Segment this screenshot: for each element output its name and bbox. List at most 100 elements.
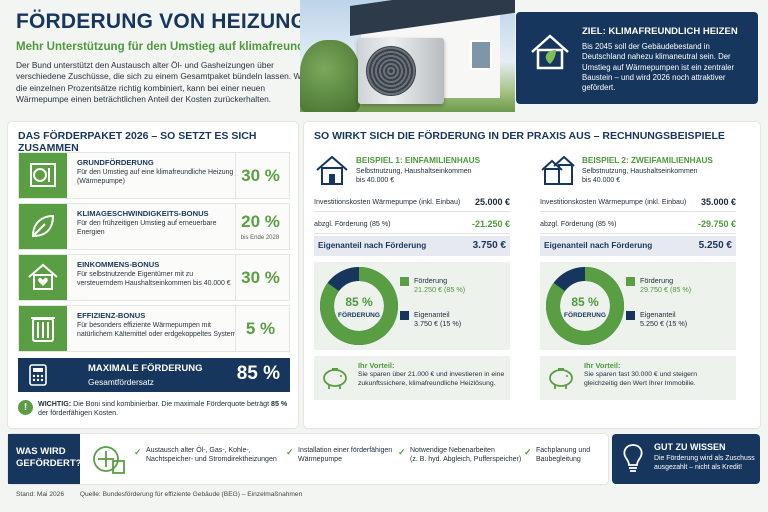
legend-value: 21.250 € (85 %)	[414, 285, 466, 295]
goal-text: Bis 2045 soll der Gebäudebestand in Deut…	[582, 42, 735, 93]
funded-label: WAS WIRD GEFÖRDERT?	[8, 434, 82, 484]
window-illustration	[470, 40, 492, 70]
legend-title: Förderung	[640, 276, 674, 285]
icon-box	[19, 255, 67, 300]
subsidy-line: abzgl. Förderung (85 %) -21.250 €	[314, 214, 510, 234]
note-end: der förderfähigen Kosten.	[38, 409, 119, 418]
check-icon: ✓	[398, 447, 406, 457]
legend-value: 5.250 € (15 %)	[640, 319, 688, 329]
package-panel: DAS FÖRDERPAKET 2026 – SO SETZT ES SICH …	[8, 122, 298, 428]
icon-box	[19, 153, 67, 198]
advantage-title: Ihr Vorteil:	[358, 361, 395, 370]
check-icon: ✓	[134, 447, 142, 457]
example-sub-line: bis 40.000 €	[356, 177, 395, 185]
goal-title: ZIEL: KLIMAFREUNDLICH HEIZEN	[582, 26, 738, 37]
legend-foerderung: Förderung 29.750 € (85 %)	[626, 276, 692, 295]
package-row-income-bonus: EINKOMMENS-BONUS Für selbstnutzende Eige…	[18, 254, 290, 301]
note-percent: 85 %	[271, 400, 288, 408]
funded-item: ✓ Fachplanung und Baubegleitung	[524, 446, 590, 465]
donut-chart: 85 % FÖRDERUNG	[546, 267, 624, 345]
good-to-know-title: GUT ZU WISSEN	[654, 442, 726, 452]
advantage-text: Sie sparen fast 30.000 € und steigern gl…	[584, 371, 697, 387]
funded-item-line: Fachplanung und	[536, 447, 591, 454]
piggy-bank-icon	[323, 368, 347, 389]
leaf-icon	[31, 214, 55, 238]
advantage-box: Ihr Vorteil: Sie sparen fast 30.000 € un…	[540, 356, 736, 400]
example-sub: Selbstnutzung, Haushaltseinkommen bis 40…	[356, 167, 516, 185]
funded-items-bar: WAS WIRD GEFÖRDERT? ✓ Austausch alter Öl…	[8, 434, 608, 484]
funded-label-line: GEFÖRDERT?	[16, 458, 82, 470]
page-title: FÖRDERUNG VON HEIZUNGEN 2026	[16, 10, 391, 33]
own-label: Eigenanteil nach Förderung	[318, 241, 427, 250]
footer: Stand: Mai 2026 Quelle: Bundesförderung …	[16, 491, 316, 498]
radiator-icon	[31, 317, 55, 342]
note-label: WICHTIG:	[38, 400, 72, 408]
advantage-box: Ihr Vorteil: Sie sparen über 21.000 € un…	[314, 356, 510, 400]
donut-segment-foerderung	[320, 267, 398, 345]
example-title: BEISPIEL 1: EINFAMILIENHAUS	[356, 156, 481, 165]
legend-swatch	[626, 311, 635, 320]
hero-image	[300, 0, 515, 112]
legend-swatch	[400, 311, 409, 320]
calculator-icon	[29, 364, 47, 386]
own-label: Eigenanteil nach Förderung	[544, 241, 653, 250]
check-icon: ✓	[524, 447, 532, 457]
subsidy-label: abzgl. Förderung (85 %)	[540, 220, 617, 228]
donut-center-label: FÖRDERUNG	[564, 310, 606, 319]
lightbulb-icon	[623, 444, 643, 472]
funded-item-line: Austausch alter Öl-, Gas-, Kohle-,	[146, 447, 251, 454]
row-percent: 30 %	[235, 255, 285, 300]
row-note: bis Ende 2028	[240, 235, 280, 241]
fan-illustration	[366, 46, 416, 96]
legend-eigenanteil: Eigenanteil 5.250 € (15 %)	[626, 310, 688, 329]
check-icon: ✓	[286, 447, 294, 457]
good-to-know-text: Die Förderung wird als Zuschuss ausgezah…	[654, 455, 755, 471]
row-desc: Für selbstnutzende Eigentümer mit zu ver…	[77, 271, 231, 287]
goal-box: ZIEL: KLIMAFREUNDLICH HEIZEN Bis 2045 so…	[516, 12, 758, 104]
icon-box	[19, 306, 67, 351]
advantage-title: Ihr Vorteil:	[584, 361, 621, 370]
package-row-basic: GRUNDFÖRDERUNG Für den Umstieg auf eine …	[18, 152, 290, 199]
max-percent: 85 %	[236, 363, 280, 384]
package-row-speed-bonus: KLIMAGESCHWINDIGKEITS-BONUS Für den früh…	[18, 203, 290, 250]
funded-item-line: Nachtspeicher- und Stromdirektheizungen	[146, 456, 277, 464]
funded-item-line: Installation einer förderfähigen	[298, 447, 393, 454]
own-value: 3.750 €	[472, 240, 506, 251]
example-sub-line: Selbstnutzung, Haushaltseinkommen	[582, 168, 698, 175]
legend-value: 29.750 € (85 %)	[640, 285, 692, 295]
own-value: 5.250 €	[698, 240, 732, 251]
heat-pump-illustration	[358, 38, 444, 104]
row-title: EFFIZIENZ-BONUS	[77, 311, 146, 320]
cost-line: Investitionskosten Wärmepumpe (inkl. Ein…	[540, 192, 736, 212]
own-share-line: Eigenanteil nach Förderung 3.750 €	[314, 236, 510, 256]
cost-label: Investitionskosten Wärmepumpe (inkl. Ein…	[314, 198, 461, 206]
funded-item-line: Wärmepumpe	[298, 456, 342, 464]
legend-title: Eigenanteil	[414, 310, 450, 319]
legend-swatch	[400, 277, 409, 286]
row-title: GRUNDFÖRDERUNG	[77, 158, 154, 167]
subsidy-value: -29.750 €	[697, 219, 736, 229]
row-percent: 20 %	[235, 204, 285, 249]
package-row-efficiency-bonus: EFFIZIENZ-BONUS Für besonders effiziente…	[18, 305, 290, 352]
exclamation-icon: !	[18, 400, 33, 415]
row-desc: Für den Umstieg auf eine klimafreundlich…	[77, 169, 234, 185]
single-house-icon	[316, 155, 348, 185]
example-sub-line: Selbstnutzung, Haushaltseinkommen	[356, 168, 472, 175]
tree-illustration	[300, 40, 360, 112]
funded-item-line: Baubegleitung	[536, 456, 581, 464]
cost-value: 25.000 €	[474, 197, 510, 207]
donut-chart: 85 % FÖRDERUNG	[320, 267, 398, 345]
donut-chart-area: 85 % FÖRDERUNG Förderung 29.750 € (85 %)…	[540, 262, 736, 350]
good-to-know-box: GUT ZU WISSEN Die Förderung wird als Zus…	[612, 434, 760, 484]
row-title: KLIMAGESCHWINDIGKEITS-BONUS	[77, 209, 209, 218]
house-heart-icon	[28, 263, 58, 290]
legend-foerderung: Förderung 21.250 € (85 %)	[400, 276, 466, 295]
icon-box	[19, 204, 67, 249]
row-percent: 5 %	[235, 306, 285, 351]
two-family-house-icon	[541, 155, 575, 185]
row-desc: Für besonders effiziente Wärmepumpen mit…	[77, 322, 237, 338]
row-percent: 30 %	[235, 153, 285, 198]
cost-value: 35.000 €	[700, 197, 736, 207]
heat-pump-icon	[30, 163, 56, 187]
intro-text: Der Bund unterstützt den Austausch alter…	[16, 60, 309, 105]
